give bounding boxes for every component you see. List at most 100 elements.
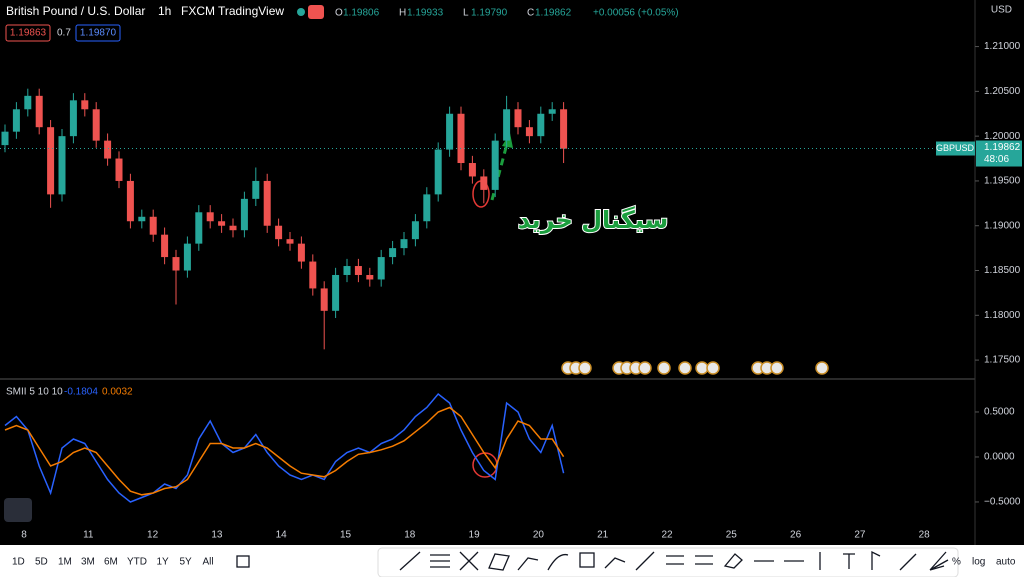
- buy-price[interactable]: 1.19870: [80, 28, 117, 39]
- tool[interactable]: [488, 553, 510, 571]
- indicator-tick-label: −0.5000: [984, 497, 1021, 508]
- date-label: 22: [661, 530, 673, 541]
- candle-body: [457, 113, 465, 164]
- ohlc-value: 1.19933: [407, 8, 444, 19]
- drawing-toolbar: [377, 547, 959, 577]
- candle-body: [195, 212, 203, 244]
- indicator-value: 0.0032: [102, 387, 133, 398]
- range-button[interactable]: 3M: [81, 557, 95, 568]
- flag[interactable]: [695, 361, 709, 375]
- scale-option[interactable]: auto: [996, 557, 1016, 568]
- tool[interactable]: [579, 552, 595, 568]
- arrow-line: [490, 139, 510, 201]
- tool[interactable]: [695, 555, 713, 565]
- date-label: 14: [276, 530, 288, 541]
- ohlc-value: 1.19806: [343, 8, 380, 19]
- flag[interactable]: [638, 361, 652, 375]
- candle-body: [400, 239, 408, 249]
- candle-body: [229, 225, 237, 231]
- flag[interactable]: [657, 361, 671, 375]
- range-button[interactable]: YTD: [127, 557, 147, 568]
- tool[interactable]: [666, 555, 684, 565]
- tool[interactable]: [871, 550, 881, 570]
- price-tick-label: 1.21000: [984, 41, 1021, 52]
- date-label: 8: [21, 530, 27, 541]
- tool[interactable]: [929, 551, 949, 571]
- source: FXCM: [181, 4, 215, 18]
- candle-body: [275, 225, 283, 240]
- flag[interactable]: [770, 361, 784, 375]
- tool[interactable]: [635, 551, 655, 571]
- range-button[interactable]: 5D: [35, 557, 48, 568]
- date-label: 26: [790, 530, 802, 541]
- candle-body: [47, 127, 55, 195]
- candle-body: [92, 109, 100, 141]
- range-button[interactable]: 6M: [104, 557, 118, 568]
- date-label: 13: [211, 530, 223, 541]
- flag[interactable]: [678, 361, 692, 375]
- candle-body: [240, 198, 248, 231]
- tool[interactable]: [899, 553, 917, 571]
- tool[interactable]: [604, 557, 626, 569]
- tool[interactable]: [547, 553, 569, 571]
- candle-body: [491, 140, 499, 190]
- date-label: 11: [83, 530, 94, 541]
- last-price-tag: [976, 140, 1022, 167]
- change: +0.00056 (+0.05%): [593, 8, 679, 19]
- tool[interactable]: [843, 553, 855, 569]
- tool[interactable]: [430, 554, 450, 568]
- candle-body: [320, 288, 328, 311]
- platform: TradingView: [218, 4, 284, 18]
- price-tick-label: 1.20000: [984, 131, 1021, 142]
- tool[interactable]: [723, 553, 743, 569]
- tool[interactable]: [517, 557, 539, 571]
- tool[interactable]: [399, 551, 421, 571]
- candle-body: [126, 180, 134, 222]
- candle-body: [138, 216, 146, 222]
- range-button[interactable]: 1Y: [157, 557, 170, 568]
- candle-body: [354, 266, 362, 275]
- date-label: 12: [147, 530, 159, 541]
- last-price: 1.19862: [984, 142, 1021, 153]
- price-tick-label: 1.20500: [984, 86, 1021, 97]
- indicator-tick-label: 0.5000: [984, 407, 1015, 418]
- date-range-button[interactable]: [236, 555, 250, 568]
- price-tick-label: 1.18500: [984, 265, 1021, 276]
- ohlc-label: O: [335, 8, 343, 19]
- logo[interactable]: [4, 498, 32, 522]
- sell-price[interactable]: 1.19863: [10, 28, 47, 39]
- flag[interactable]: [578, 361, 592, 375]
- indicator-line: [4, 392, 565, 503]
- date-label: 20: [533, 530, 545, 541]
- candle-body: [343, 266, 351, 275]
- currency[interactable]: USD: [991, 5, 1012, 16]
- date-label: 28: [919, 530, 931, 541]
- price-tick-label: 1.18000: [984, 310, 1021, 321]
- status-dot: [297, 8, 305, 16]
- candle-body: [286, 239, 294, 244]
- date-label: 19: [469, 530, 481, 541]
- ohlc-label: H: [399, 8, 406, 19]
- scale-option[interactable]: %: [952, 557, 961, 568]
- range-button[interactable]: 1D: [12, 557, 25, 568]
- scale-option[interactable]: log: [972, 557, 985, 568]
- flag[interactable]: [815, 361, 829, 375]
- range-button[interactable]: 1M: [58, 557, 72, 568]
- flag[interactable]: [706, 361, 720, 375]
- candle-body: [115, 158, 123, 181]
- drawing-tools: [399, 550, 949, 571]
- tool[interactable]: [459, 551, 479, 571]
- buy-box[interactable]: [75, 24, 121, 42]
- status-badge: [308, 5, 324, 19]
- candle-body: [206, 212, 214, 222]
- candle-body: [423, 194, 431, 222]
- range-button[interactable]: All: [203, 557, 214, 568]
- indicator-title: SMII 5 10 10: [6, 387, 63, 398]
- candle-body: [411, 221, 419, 240]
- date-label: 15: [340, 530, 352, 541]
- countdown: 48:06: [984, 154, 1009, 165]
- range-button[interactable]: 5Y: [180, 557, 193, 568]
- sell-box[interactable]: [5, 24, 51, 42]
